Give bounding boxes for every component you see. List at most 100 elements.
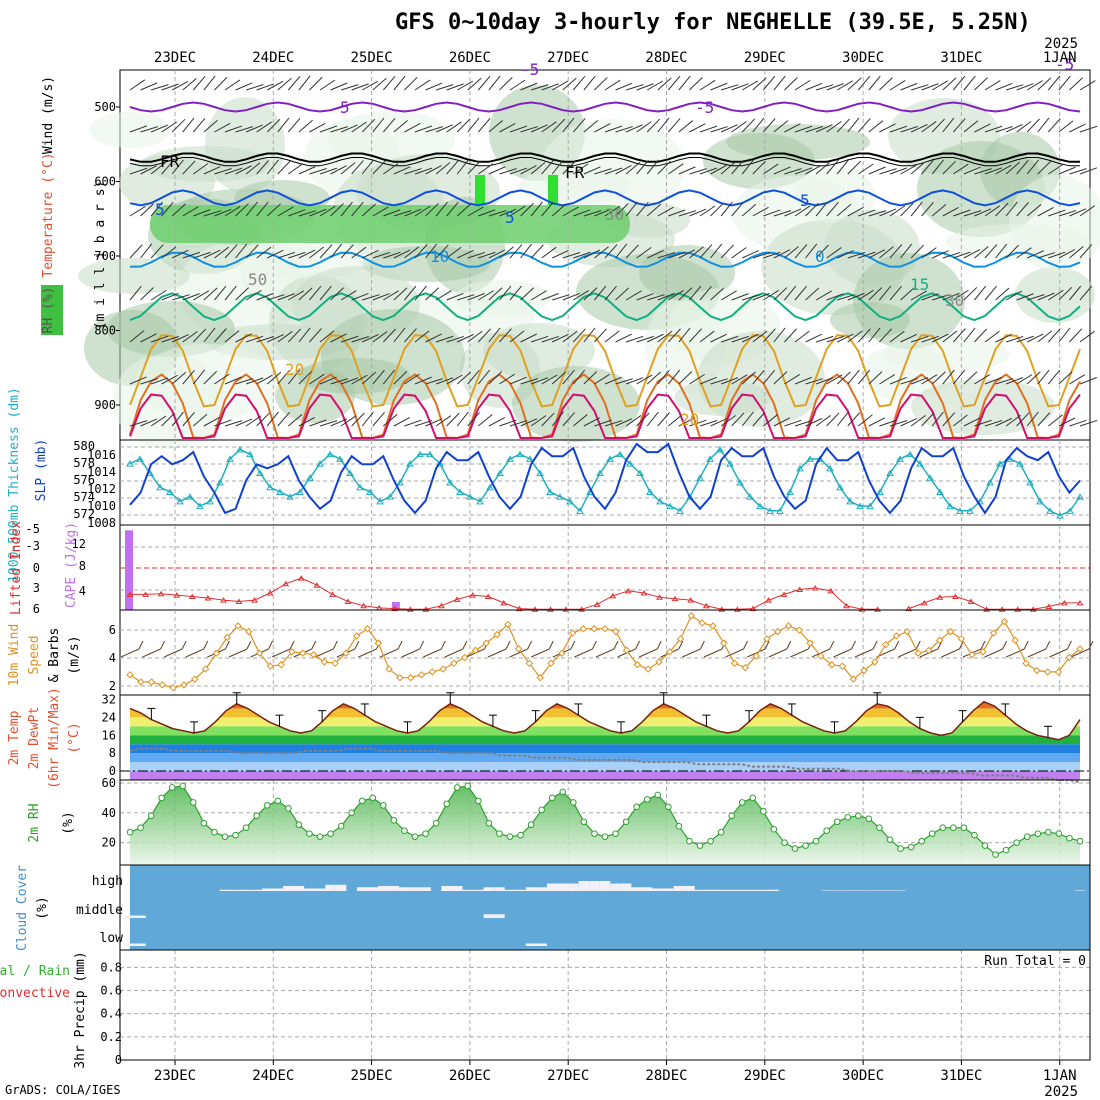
rh-point (833, 818, 841, 826)
wind-barb-10m-flag (138, 640, 144, 650)
wind-barb (1026, 80, 1043, 91)
wind-barb (224, 285, 237, 301)
rh-point (950, 824, 957, 832)
thickness-point (466, 493, 474, 500)
cloud-bar-high (631, 887, 642, 891)
wind-barb (784, 123, 801, 133)
wind-barb (889, 244, 903, 259)
precip-convective-label: Convective (0, 986, 70, 1001)
wind-barb (1037, 292, 1055, 301)
cloud-bar-high (335, 884, 347, 891)
temp2m-panel (120, 692, 1090, 784)
wind-barb (710, 378, 728, 385)
wind-barb (267, 294, 285, 301)
rh-point (485, 819, 493, 827)
temp-tick-label: 8 (109, 746, 116, 760)
wind-barb (953, 414, 968, 427)
thickness-point (216, 479, 224, 486)
thickness-point (1036, 497, 1044, 505)
wind-barb (330, 203, 344, 217)
wind-barb (1069, 419, 1087, 427)
wind-barb (351, 160, 364, 175)
wind-speed-point (676, 635, 685, 643)
wind-barb (414, 167, 433, 175)
wind-barb (319, 167, 338, 175)
wind-barb (995, 243, 1008, 259)
wind-barb (288, 209, 306, 217)
cloud-bar-high (230, 889, 241, 891)
wind-barb (773, 287, 788, 301)
rh-point (496, 830, 503, 837)
wind-barb (900, 164, 917, 175)
wind-barb (1016, 120, 1032, 133)
wind-barb (224, 376, 242, 385)
wind-barb (277, 293, 295, 301)
wind-barb (446, 83, 464, 91)
rh-point (232, 831, 239, 839)
wind-barb (604, 205, 621, 217)
wind-speed-point (979, 648, 987, 656)
cloud-bar-high (620, 883, 632, 891)
wind-barb (731, 83, 749, 91)
wind-barb (477, 328, 491, 343)
thickness-point (626, 460, 634, 467)
wind-barb (984, 167, 1003, 175)
rh-point (823, 827, 830, 835)
wind-barb (340, 84, 359, 91)
wind-barb (340, 377, 359, 385)
wind-barb (203, 249, 221, 259)
cloud-bar-high (694, 889, 706, 891)
wind-barb (298, 210, 317, 217)
wind-barb-10m-flag (397, 640, 403, 650)
wind-barb (404, 328, 417, 343)
wind-speed-point (428, 668, 436, 676)
contour-label: FR (565, 163, 585, 182)
thickness-point (756, 502, 764, 510)
wind-barb (604, 125, 623, 133)
wind-barb (287, 369, 301, 385)
wind-barb (931, 371, 946, 385)
wind-barb (509, 125, 528, 133)
wind-barb (361, 80, 379, 91)
lifted-index-point (329, 591, 336, 597)
wind-barb-10m-flag (181, 640, 187, 650)
wind-speed-point (871, 658, 879, 666)
cloud-units-label: (%) (35, 896, 50, 919)
thickness-point (936, 488, 944, 495)
wind-barb (446, 374, 463, 385)
thickness-point (876, 488, 884, 495)
wind-barb (129, 244, 143, 259)
wind-speed-point (1043, 668, 1052, 676)
wind-barb (879, 123, 896, 133)
wind-barb (541, 335, 559, 343)
wind-barb (309, 419, 327, 427)
wind-speed-point (277, 661, 285, 669)
precip-tick-label: 0.8 (100, 960, 122, 974)
rh-shading (78, 258, 190, 294)
wind-barb (657, 252, 676, 259)
wind-speed-point (525, 659, 534, 668)
wind-barb (594, 373, 610, 385)
rh-point (158, 794, 165, 802)
wind-speed-point (946, 627, 955, 636)
lifted-index-point (983, 606, 990, 612)
cloud-bar-high (420, 887, 431, 891)
wind-barb-10m (854, 648, 874, 658)
cloud-bar-high (283, 886, 294, 891)
wind-barb (889, 80, 906, 91)
temp-band (130, 771, 1080, 780)
wind-barb (245, 162, 261, 175)
rh-point (1066, 834, 1073, 842)
rh-point (580, 818, 588, 826)
wind-speed-point (989, 629, 998, 637)
wind-speed-point (180, 681, 188, 689)
bottom-day-label: 30DEC (842, 1068, 884, 1084)
thickness-point (356, 483, 364, 491)
wind-speed-point (1054, 668, 1063, 676)
wind-barb (256, 201, 269, 217)
wind-barb (129, 330, 145, 343)
wind-barb (932, 333, 949, 343)
wind-barb (731, 374, 748, 385)
wind-barb (404, 373, 420, 385)
top-day-label: 27DEC (547, 50, 589, 66)
